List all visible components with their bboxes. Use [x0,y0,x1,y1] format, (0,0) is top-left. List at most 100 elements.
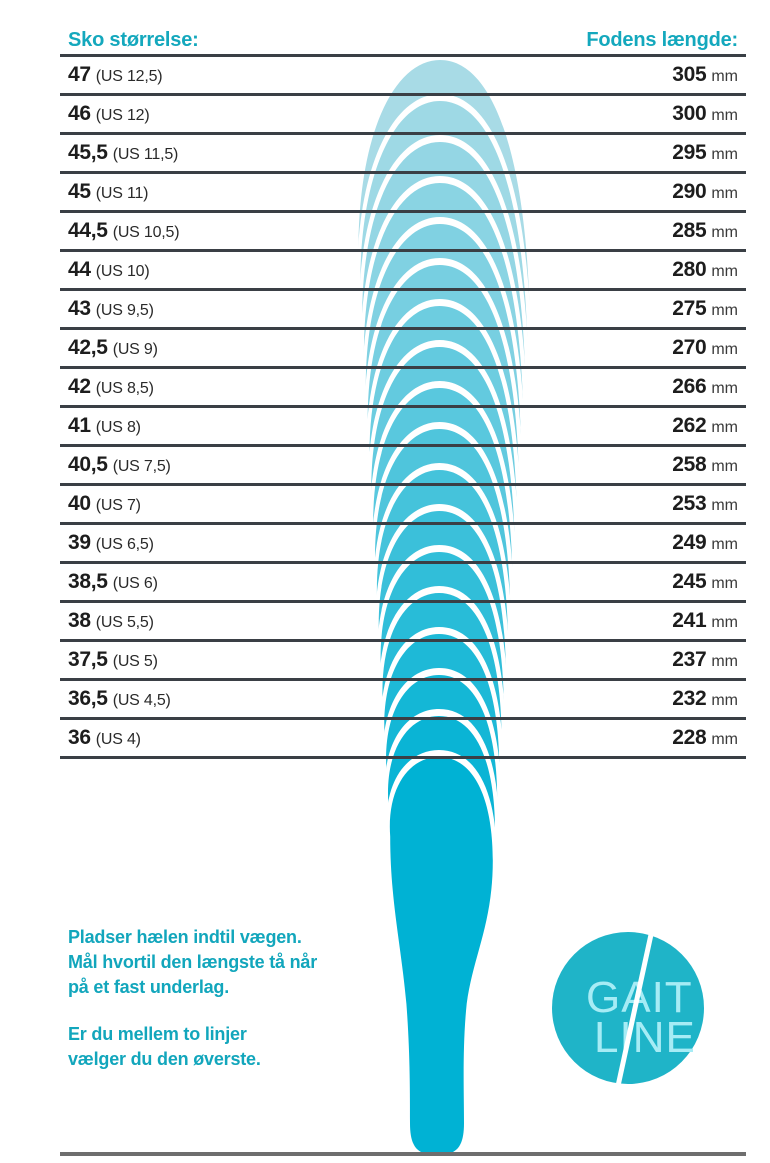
us-size: (US 7,5) [112,458,171,475]
eu-size: 40 [68,492,91,515]
eu-size: 45,5 [68,141,108,164]
length-cell: 262 mm [672,414,738,438]
eu-size: 42,5 [68,336,108,359]
eu-size: 39 [68,531,91,554]
length-cell: 285 mm [672,219,738,243]
length-value: 275 [672,297,707,320]
table-row[interactable]: 47 (US 12,5) 305 mm [60,57,746,93]
logo-circle [552,932,704,1084]
instruction-line-2: vælger du den øverste. [68,1049,261,1069]
length-cell: 228 mm [672,726,738,750]
size-cell: 45,5 (US 11,5) [68,141,178,165]
table-row[interactable]: 45 (US 11) 290 mm [60,174,746,210]
us-size: (US 5) [112,653,158,670]
length-unit: mm [711,302,738,319]
us-size: (US 4) [95,731,141,748]
length-unit: mm [711,68,738,85]
table-row[interactable]: 36 (US 4) 228 mm [60,720,746,756]
size-cell: 42 (US 8,5) [68,375,154,399]
table-row[interactable]: 38 (US 5,5) 241 mm [60,603,746,639]
instructions-paragraph-1: Pladser hælen indtil vægen. Mål hvortil d… [68,925,408,1000]
eu-size: 45 [68,180,91,203]
size-cell: 39 (US 6,5) [68,531,154,555]
length-unit: mm [711,731,738,748]
length-cell: 305 mm [672,63,738,87]
size-cell: 42,5 (US 9) [68,336,158,360]
us-size: (US 12,5) [95,68,163,85]
instruction-line-2: Mål hvortil den længste tå når [68,952,318,972]
length-cell: 258 mm [672,453,738,477]
length-cell: 245 mm [672,570,738,594]
table-row[interactable]: 37,5 (US 5) 237 mm [60,642,746,678]
length-cell: 253 mm [672,492,738,516]
us-size: (US 11) [95,185,149,202]
eu-size: 38 [68,609,91,632]
eu-size: 43 [68,297,91,320]
us-size: (US 10,5) [112,224,180,241]
length-cell: 290 mm [672,180,738,204]
length-value: 241 [672,609,707,632]
table-header-row: Sko størrelse: Fodens længde: [60,18,746,54]
length-value: 270 [672,336,707,359]
table-row[interactable]: 43 (US 9,5) 275 mm [60,291,746,327]
table-row[interactable]: 39 (US 6,5) 249 mm [60,525,746,561]
size-cell: 47 (US 12,5) [68,63,163,87]
table-rule [60,54,746,57]
eu-size: 40,5 [68,453,108,476]
size-cell: 40,5 (US 7,5) [68,453,171,477]
length-value: 249 [672,531,707,554]
size-cell: 44,5 (US 10,5) [68,219,180,243]
length-value: 280 [672,258,707,281]
instructions-paragraph-2: Er du mellem to linjer vælger du den øver… [68,1022,408,1072]
size-cell: 40 (US 7) [68,492,141,516]
table-row[interactable]: 46 (US 12) 300 mm [60,96,746,132]
eu-size: 46 [68,102,91,125]
logo-text-line: LINE [594,1013,696,1062]
us-size: (US 12) [95,107,150,124]
table-row[interactable]: 44 (US 10) 280 mm [60,252,746,288]
table-row[interactable]: 41 (US 8) 262 mm [60,408,746,444]
eu-size: 38,5 [68,570,108,593]
table-row[interactable]: 44,5 (US 10,5) 285 mm [60,213,746,249]
us-size: (US 5,5) [95,614,154,631]
size-table: Sko størrelse: Fodens længde: 47 (US 12,5… [60,18,746,759]
header-foot-length: Fodens længde: [586,29,738,51]
length-unit: mm [711,263,738,280]
eu-size: 36 [68,726,91,749]
length-unit: mm [711,224,738,241]
length-value: 245 [672,570,707,593]
instruction-line-1: Pladser hælen indtil vægen. [68,927,302,947]
table-row[interactable]: 40 (US 7) 253 mm [60,486,746,522]
us-size: (US 10) [95,263,150,280]
length-cell: 275 mm [672,297,738,321]
table-row[interactable]: 40,5 (US 7,5) 258 mm [60,447,746,483]
length-cell: 237 mm [672,648,738,672]
length-value: 295 [672,141,707,164]
length-unit: mm [711,419,738,436]
eu-size: 47 [68,63,91,86]
instruction-line-3: på et fast underlag. [68,977,230,997]
table-row[interactable]: 38,5 (US 6) 245 mm [60,564,746,600]
us-size: (US 6,5) [95,536,154,553]
length-cell: 300 mm [672,102,738,126]
header-shoe-size: Sko størrelse: [68,29,199,51]
length-unit: mm [711,614,738,631]
length-value: 228 [672,726,707,749]
length-value: 237 [672,648,707,671]
eu-size: 44 [68,258,91,281]
measuring-baseline [60,1152,746,1156]
us-size: (US 4,5) [112,692,171,709]
table-row[interactable]: 42 (US 8,5) 266 mm [60,369,746,405]
size-cell: 44 (US 10) [68,258,150,282]
length-unit: mm [711,185,738,202]
table-row[interactable]: 42,5 (US 9) 270 mm [60,330,746,366]
size-cell: 38,5 (US 6) [68,570,158,594]
length-unit: mm [711,575,738,592]
instructions-spacer [68,1000,408,1022]
table-row[interactable]: 36,5 (US 4,5) 232 mm [60,681,746,717]
table-row[interactable]: 45,5 (US 11,5) 295 mm [60,135,746,171]
instruction-line-1: Er du mellem to linjer [68,1024,247,1044]
us-size: (US 7) [95,497,141,514]
length-cell: 270 mm [672,336,738,360]
length-unit: mm [711,692,738,709]
